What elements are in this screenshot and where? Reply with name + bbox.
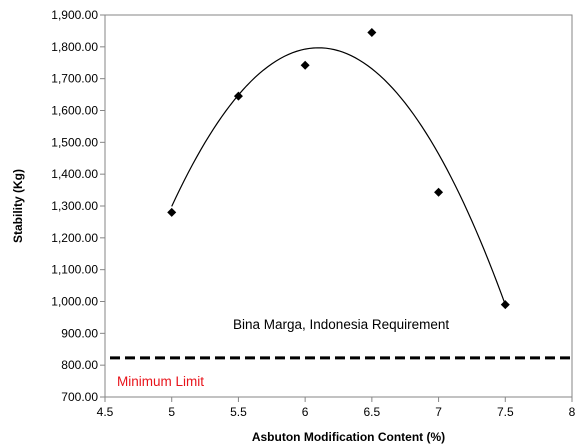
x-tick-label: 7.5 xyxy=(497,405,514,419)
y-tick-label: 700.00 xyxy=(61,390,98,404)
y-tick-label: 800.00 xyxy=(61,358,98,372)
x-axis: 4.5 5 5.5 6 6.5 7 7.5 8 xyxy=(97,397,576,419)
data-point xyxy=(434,187,444,197)
y-tick-label: 1,200.00 xyxy=(51,231,98,245)
y-tick-label: 1,800.00 xyxy=(51,40,98,54)
x-tick-label: 5.5 xyxy=(230,405,247,419)
polynomial-trendline xyxy=(171,47,506,305)
data-point xyxy=(233,91,243,101)
data-point xyxy=(300,60,310,70)
data-point xyxy=(500,300,510,310)
y-tick-label: 1,300.00 xyxy=(51,199,98,213)
y-tick-label: 1,500.00 xyxy=(51,135,98,149)
x-tick-label: 7 xyxy=(435,405,442,419)
y-tick-label: 1,000.00 xyxy=(51,295,98,309)
x-tick-label: 4.5 xyxy=(97,405,114,419)
requirement-annotation: Bina Marga, Indonesia Requirement xyxy=(233,317,449,332)
data-points xyxy=(167,28,510,310)
x-tick-label: 6 xyxy=(302,405,309,419)
y-tick-label: 1,100.00 xyxy=(51,263,98,277)
plot-area xyxy=(104,14,573,398)
minimum-limit-annotation: Minimum Limit xyxy=(117,374,204,389)
y-tick-label: 900.00 xyxy=(61,326,98,340)
x-tick-label: 5 xyxy=(168,405,175,419)
y-tick-label: 1,900.00 xyxy=(51,8,98,22)
y-tick-label: 1,600.00 xyxy=(51,104,98,118)
x-axis-title: Asbuton Modification Content (%) xyxy=(252,430,445,444)
data-point xyxy=(367,28,377,38)
y-tick-label: 1,400.00 xyxy=(51,167,98,181)
y-axis: 700.00 800.00 900.00 1,000.00 1,100.00 1,200.… xyxy=(51,8,105,404)
data-point xyxy=(167,207,177,217)
y-axis-title: Stability (Kg) xyxy=(11,169,25,243)
plot-frame xyxy=(104,14,573,398)
x-tick-label: 8 xyxy=(569,405,576,419)
x-tick-label: 6.5 xyxy=(364,405,381,419)
y-tick-label: 1,700.00 xyxy=(51,72,98,86)
